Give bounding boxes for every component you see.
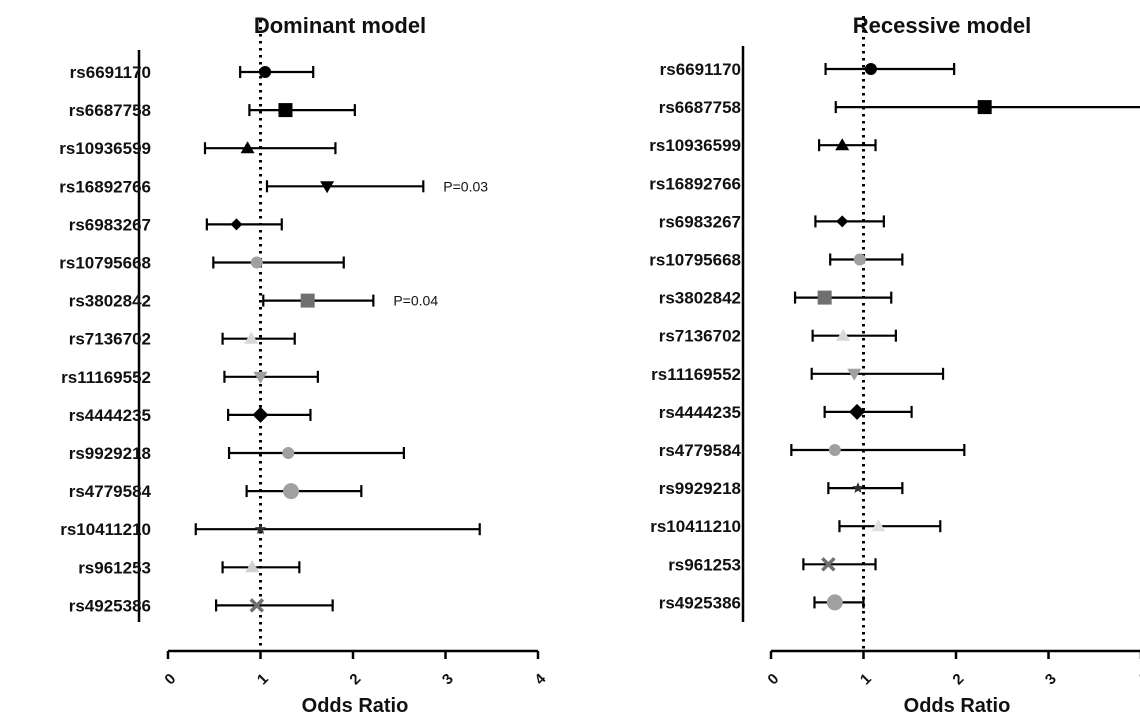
dominant-point-star xyxy=(254,523,267,535)
dominant-snp-label: rs7136702 xyxy=(69,330,151,349)
recessive-point-diamond xyxy=(849,403,866,420)
dominant-snp-label: rs11169552 xyxy=(61,368,151,387)
recessive-snp-label: rs10795668 xyxy=(649,251,741,270)
dominant-x-label: Odds Ratio xyxy=(302,695,409,717)
dominant-x-tick-label: 2 xyxy=(346,670,364,688)
dominant-point-circle xyxy=(250,256,263,269)
dominant-p-value-annotation: P=0.03 xyxy=(443,178,488,194)
recessive-snp-label: rs4779584 xyxy=(659,441,742,460)
recessive-snp-label: rs3802842 xyxy=(659,289,741,308)
dominant-snp-label: rs10411210 xyxy=(60,520,151,539)
dominant-point-circle xyxy=(259,66,272,78)
recessive-snp-label: rs16892766 xyxy=(649,174,741,193)
recessive-point-circle xyxy=(864,63,877,75)
dominant-point-square xyxy=(300,293,315,308)
recessive-snp-label: rs6691170 xyxy=(660,60,741,79)
dominant-point-triangle-up xyxy=(244,331,259,344)
dominant-snp-label: rs6691170 xyxy=(70,63,151,82)
dominant-point-diamond-small xyxy=(230,218,243,231)
recessive-snp-label: rs4925386 xyxy=(659,593,741,612)
dominant-snp-label: rs961253 xyxy=(78,558,151,577)
dominant-snp-label: rs9929218 xyxy=(69,444,151,463)
recessive-point-triangle-up xyxy=(836,328,851,341)
recessive-snp-label: rs10411210 xyxy=(650,517,741,536)
dominant-point-triangle-down xyxy=(253,371,268,384)
dominant-x-tick-label: 4 xyxy=(531,670,549,688)
dominant-p-value-annotation: P=0.04 xyxy=(393,293,438,309)
recessive-snp-label: rs4444235 xyxy=(659,403,741,422)
dominant-snp-label: rs4779584 xyxy=(69,482,152,501)
recessive-snp-label: rs9929218 xyxy=(659,479,741,498)
dominant-point-triangle-up xyxy=(240,141,255,154)
recessive-point-circle xyxy=(828,444,841,456)
dominant-panel: Dominant model 0 1 2 3 4 Odds Ratio rs6691170 rs… xyxy=(59,13,549,717)
recessive-point-diamond-small xyxy=(836,215,849,228)
dominant-point-triangle-down xyxy=(320,181,335,194)
recessive-point-circle xyxy=(853,253,866,266)
recessive-panel: Recessive model 0 1 2 3 4 Odds Ratio rs6691170 r… xyxy=(649,13,1140,717)
dominant-snp-label: rs6687758 xyxy=(69,101,151,120)
recessive-point-triangle-down xyxy=(847,368,862,381)
dominant-point-circle-large xyxy=(283,483,300,500)
recessive-point-circle-large xyxy=(826,594,843,611)
recessive-x-tick-label: 2 xyxy=(949,670,967,688)
recessive-point-square xyxy=(817,290,832,305)
dominant-x-tick-label: 1 xyxy=(254,670,272,688)
dominant-snp-label: rs3802842 xyxy=(69,292,151,311)
dominant-snp-label: rs16892766 xyxy=(59,177,151,196)
dominant-point-cross xyxy=(249,598,265,613)
recessive-x-tick-label: 3 xyxy=(1042,670,1060,688)
recessive-x-tick-label: 1 xyxy=(857,670,875,688)
dominant-point-triangle-up xyxy=(245,560,260,573)
dominant-point-circle xyxy=(282,447,295,459)
recessive-title: Recessive model xyxy=(853,13,1032,38)
recessive-point-cross xyxy=(821,557,836,572)
dominant-snp-label: rs4925386 xyxy=(69,596,151,615)
recessive-snp-label: rs6687758 xyxy=(659,98,741,117)
dominant-snp-label: rs10936599 xyxy=(59,139,151,158)
dominant-snp-label: rs10795668 xyxy=(59,254,151,273)
recessive-point-square xyxy=(977,100,992,115)
recessive-point-triangle-up xyxy=(871,519,886,532)
recessive-snp-label: rs7136702 xyxy=(659,327,741,346)
dominant-point-diamond xyxy=(252,406,269,423)
recessive-snp-label: rs6983267 xyxy=(659,212,741,231)
recessive-snp-label: rs11169552 xyxy=(651,365,741,384)
recessive-snp-label: rs10936599 xyxy=(649,136,741,155)
recessive-snp-label: rs961253 xyxy=(668,555,741,574)
dominant-point-square xyxy=(278,103,293,118)
dominant-snp-label: rs6983267 xyxy=(69,215,151,234)
recessive-x-label: Odds Ratio xyxy=(904,695,1011,717)
dominant-x-tick-label: 0 xyxy=(161,670,179,688)
dominant-title: Dominant model xyxy=(254,13,426,38)
recessive-point-star xyxy=(852,482,864,493)
dominant-x-tick-label: 3 xyxy=(439,670,457,688)
recessive-x-tick-label: 0 xyxy=(764,670,782,688)
recessive-point-triangle-up xyxy=(835,138,850,151)
dominant-snp-label: rs4444235 xyxy=(69,406,151,425)
recessive-x-tick-label: 4 xyxy=(1134,670,1140,688)
